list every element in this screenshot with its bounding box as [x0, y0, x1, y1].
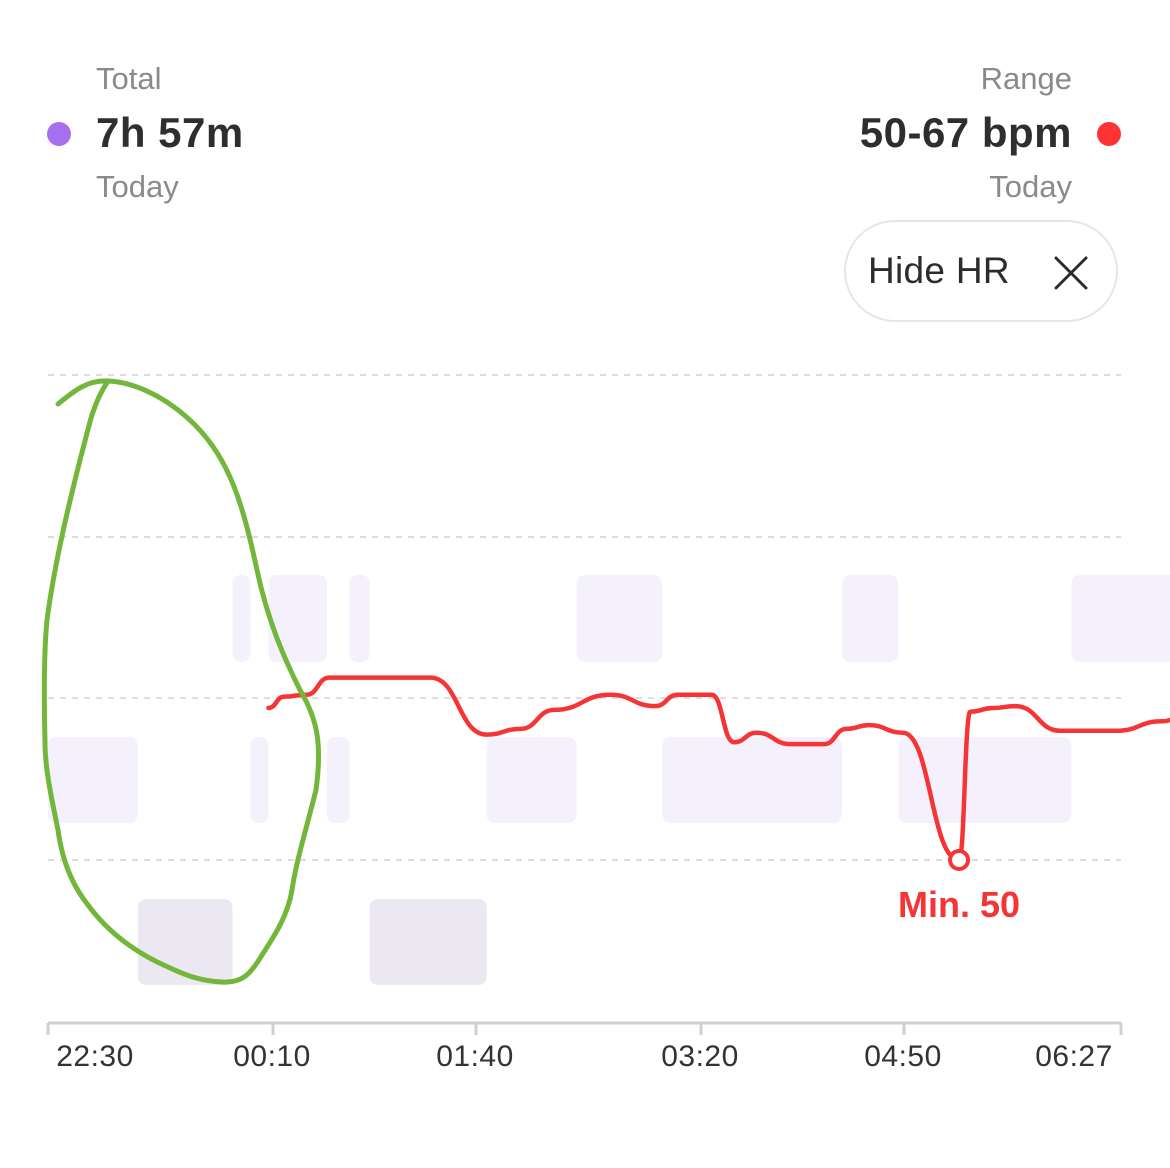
hr-range-value: 50-67 bpm [859, 109, 1072, 156]
sleep-legend-dot [47, 122, 71, 146]
hr-line [266, 675, 1170, 863]
hand-drawn-circle [41, 378, 322, 985]
sleep-summary: Total 7h 57m Today [96, 58, 244, 208]
hide-hr-label: Hide HR [868, 250, 1010, 291]
sleep-segment-light [326, 737, 350, 823]
sleep-segment-light [48, 737, 138, 823]
sleep-segment-deep [369, 899, 487, 985]
sleep-segment-light [486, 737, 577, 823]
sleep-segment-rem [232, 575, 251, 662]
sleep-segment-light [898, 737, 1072, 823]
sleep-stage-bars [48, 575, 1170, 985]
sleep-segment-rem [268, 575, 327, 662]
sleep-segment-rem [576, 575, 663, 662]
hr-min-marker [948, 849, 971, 871]
x-tick-label: 03:20 [661, 1040, 739, 1073]
sleep-total-value: 7h 57m [96, 109, 244, 156]
hr-legend-dot [1097, 122, 1121, 146]
hr-min-label: Min. 50 [898, 884, 1020, 925]
sleep-segment-rem [1071, 575, 1170, 662]
hide-hr-button[interactable]: Hide HR [844, 220, 1118, 322]
sleep-segment-light [250, 737, 269, 823]
user-annotation [41, 378, 322, 985]
sleep-total-caption: Total [96, 61, 162, 96]
x-tick-label: 06:27 [1035, 1040, 1113, 1073]
x-tick-label: 00:10 [233, 1040, 311, 1073]
hr-series: Min. 50Max. 67 [266, 675, 1170, 925]
sleep-segment-rem [349, 575, 370, 662]
hr-range-period: Today [989, 169, 1072, 204]
x-tick-label: 22:30 [56, 1040, 134, 1073]
hr-summary: Range 50-67 bpm Today [860, 58, 1072, 208]
x-tick-label: 04:50 [864, 1040, 942, 1073]
x-tick-label: 01:40 [436, 1040, 514, 1073]
sleep-segment-rem [842, 575, 899, 662]
close-icon [1054, 256, 1088, 290]
x-axis: 22:30 00:10 01:40 03:20 04:50 06:27 [46, 1021, 1123, 1073]
hr-range-caption: Range [980, 61, 1072, 96]
sleep-segment-light [662, 737, 843, 823]
sleep-total-period: Today [96, 169, 179, 204]
